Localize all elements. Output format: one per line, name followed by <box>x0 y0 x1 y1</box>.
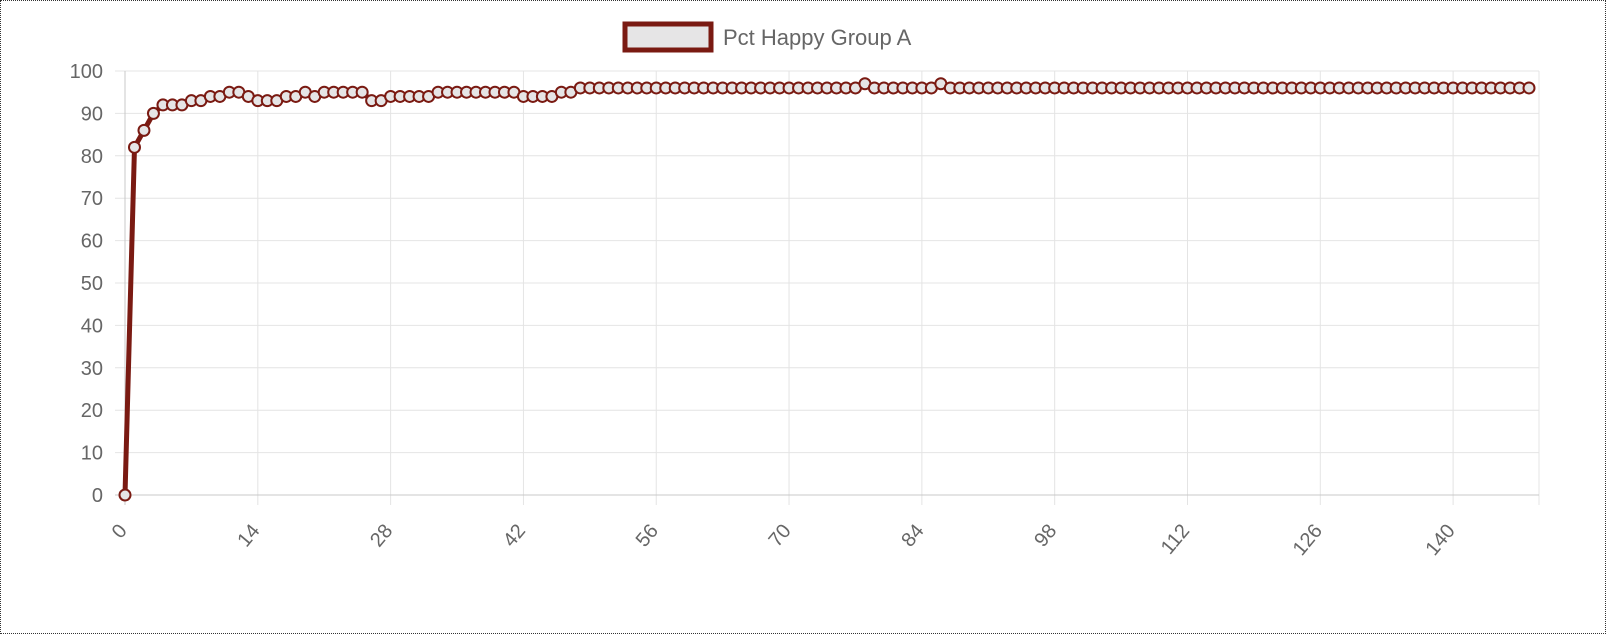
x-tick-label: 56 <box>632 520 663 551</box>
data-point <box>1522 81 1536 95</box>
x-tick-label: 0 <box>108 520 132 543</box>
y-tick-label: 90 <box>81 103 103 125</box>
y-tick-label: 70 <box>81 188 103 210</box>
series-line <box>122 81 1532 498</box>
legend-label[interactable]: Pct Happy Group A <box>723 25 912 50</box>
x-tick-label: 14 <box>233 520 264 551</box>
grid <box>115 70 1540 505</box>
y-tick-label: 80 <box>81 146 103 168</box>
y-tick-label: 60 <box>81 231 103 253</box>
legend[interactable]: Pct Happy Group A <box>622 21 912 53</box>
x-tick-label: 98 <box>1030 520 1061 551</box>
data-point <box>355 85 369 99</box>
x-tick-label: 28 <box>366 520 397 551</box>
x-tick-label: 42 <box>499 520 530 551</box>
data-point <box>127 140 141 154</box>
data-point <box>137 123 151 137</box>
x-axis: 0 14 28 42 56 70 84 98 112 126 140 <box>108 520 1460 560</box>
axes <box>115 71 1539 505</box>
y-tick-label: 100 <box>70 61 103 83</box>
data-point <box>118 488 132 502</box>
y-tick-label: 10 <box>81 443 103 465</box>
y-axis: 0 10 20 30 40 50 60 70 80 90 100 <box>70 61 103 507</box>
y-tick-label: 20 <box>81 400 103 422</box>
y-tick-label: 40 <box>81 315 103 337</box>
series-group <box>118 77 1536 502</box>
data-point <box>146 106 160 120</box>
x-tick-label: 112 <box>1157 520 1194 559</box>
x-tick-label: 126 <box>1289 520 1327 560</box>
x-tick-label: 70 <box>765 520 796 551</box>
x-tick-label: 84 <box>897 520 928 551</box>
legend-swatch[interactable] <box>622 21 714 53</box>
y-tick-label: 0 <box>92 485 103 507</box>
x-tick-label: 140 <box>1421 520 1459 560</box>
y-tick-label: 50 <box>81 273 103 295</box>
y-tick-label: 30 <box>81 358 103 380</box>
